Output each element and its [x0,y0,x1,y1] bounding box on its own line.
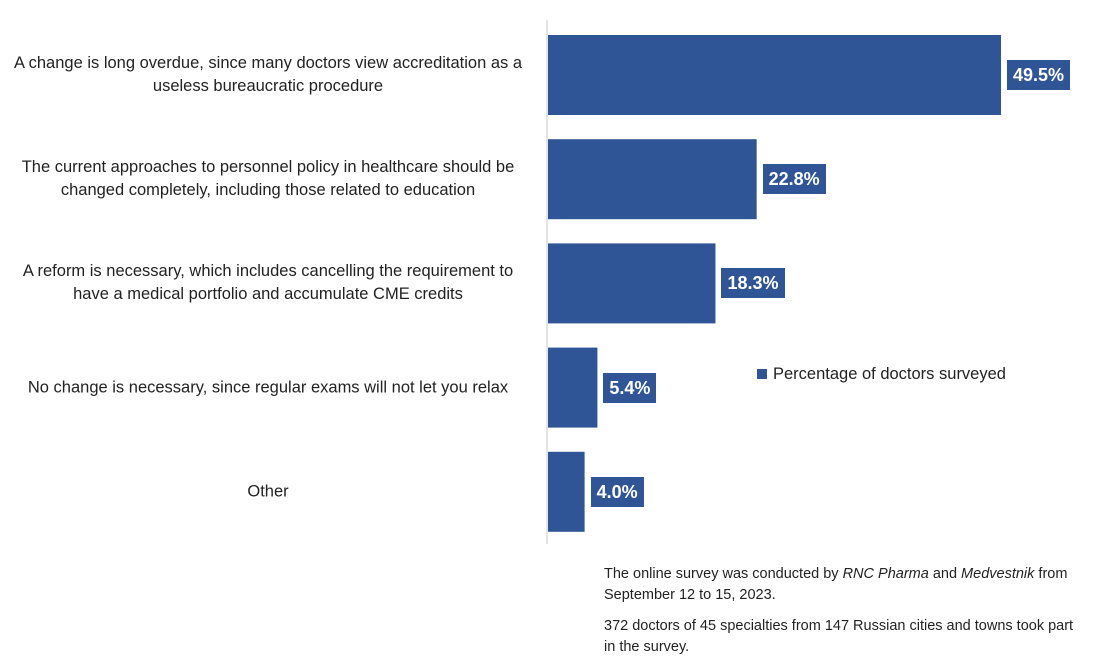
bar-4 [548,347,598,428]
data-label-5: 4.0% [590,476,644,507]
note-org-rnc-pharma: RNC Pharma [842,566,929,582]
bar-3 [548,243,716,324]
data-label-1: 49.5% [1007,60,1071,90]
bar-5 [548,451,585,532]
bar-2 [548,139,757,220]
category-label-1: A change is long overdue, since many doc… [13,54,523,95]
category-label-5: Other [247,482,289,501]
note-text-dates: from September 12 to 15, 2023. [604,566,1068,603]
data-label-4: 5.4% [603,372,657,403]
data-label-3: 18.3% [721,268,785,299]
category-label-4: No change is necessary, since regular ex… [27,378,509,397]
data-label-2: 22.8% [762,164,826,195]
note-text-pre: The online survey was conducted by [604,566,843,582]
legend-label: Percentage of doctors surveyed [773,365,1006,383]
legend: Percentage of doctors surveyed [757,363,1006,385]
bars-layer [548,35,1001,532]
survey-note-organizers: The online survey was conducted by RNC P… [604,564,1084,606]
survey-notes: The online survey was conducted by RNC P… [604,564,1084,668]
note-org-medvestnik: Medvestnik [961,566,1035,582]
category-label-2: The current approaches to personnel poli… [21,158,515,200]
legend-swatch [757,369,767,379]
bar-1 [548,35,1001,115]
survey-note-participants: 372 doctors of 45 specialties from 147 R… [604,618,1074,655]
category-label-3: A reform is necessary, which includes ca… [22,262,514,304]
note-text-and: and [928,566,962,582]
